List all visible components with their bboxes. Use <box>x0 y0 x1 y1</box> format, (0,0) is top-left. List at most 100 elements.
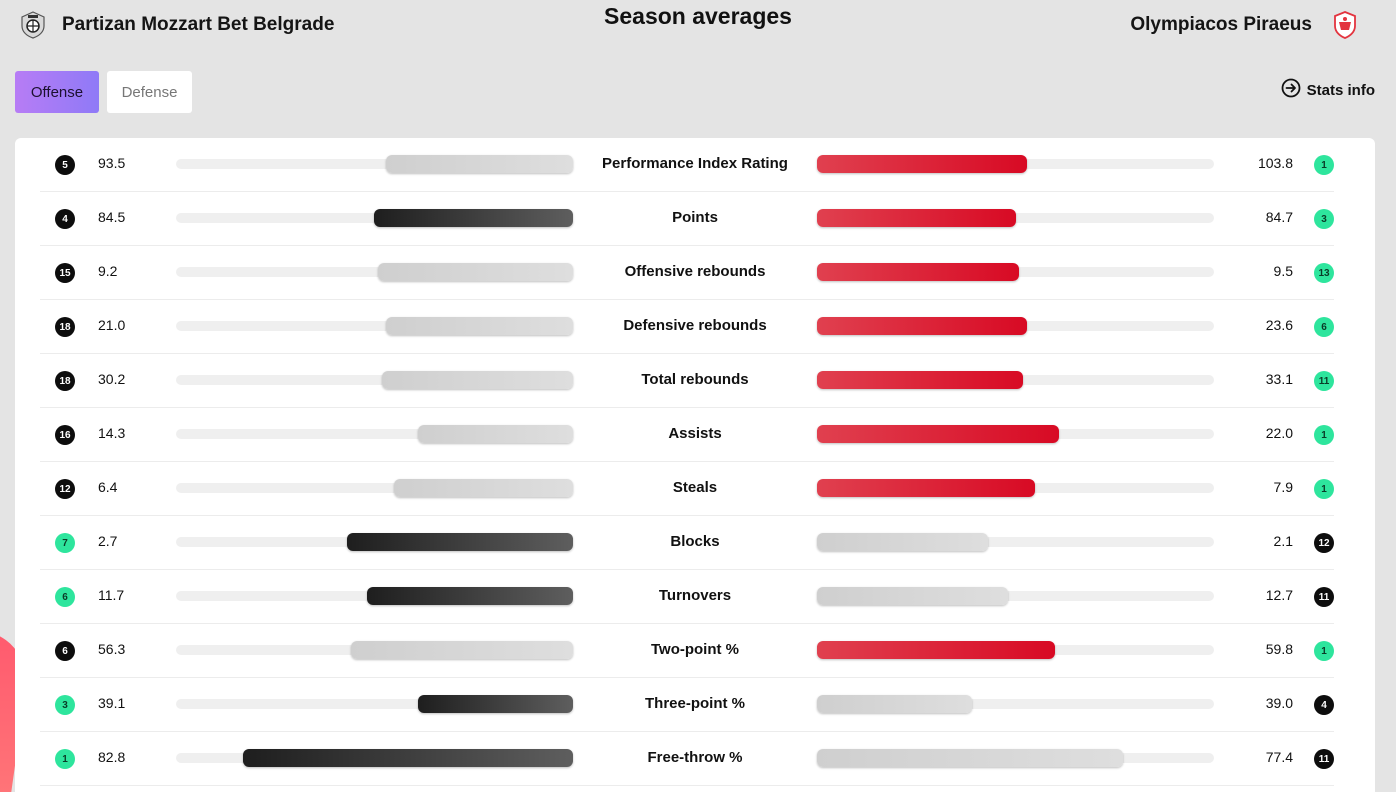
away-rank-badge: 4 <box>1314 695 1334 715</box>
away-bar-track <box>817 537 1214 547</box>
stat-label: Blocks <box>670 533 720 550</box>
stat-label: Free-throw % <box>647 749 743 766</box>
stat-label: Offensive rebounds <box>624 263 766 280</box>
away-stat-bar <box>817 371 1023 389</box>
tab-offense[interactable]: Offense <box>15 71 99 113</box>
away-rank-badge: 1 <box>1314 425 1334 445</box>
home-rank-badge: 6 <box>55 587 75 607</box>
away-stat-value: 7.9 <box>1273 479 1293 495</box>
home-rank-badge: 15 <box>55 263 75 283</box>
stat-row: 6 56.3 Two-point % 59.8 1 <box>40 624 1334 678</box>
home-rank-badge: 6 <box>55 641 75 661</box>
away-bar-track <box>817 699 1214 709</box>
home-stat-bar <box>418 695 573 713</box>
page-title: Season averages <box>604 3 792 29</box>
home-stat-bar <box>374 209 573 227</box>
stat-label: Points <box>672 209 718 226</box>
away-stat-value: 22.0 <box>1265 425 1293 441</box>
home-rank-badge: 4 <box>55 209 75 229</box>
home-bar-track <box>176 267 573 277</box>
stat-row: 4 84.5 Points 84.7 3 <box>40 192 1334 246</box>
away-rank-badge: 1 <box>1314 641 1334 661</box>
stat-label: Assists <box>668 425 722 442</box>
home-team-name: Partizan Mozzart Bet Belgrade <box>62 14 335 35</box>
stats-info-button[interactable]: Stats info <box>1281 78 1375 103</box>
stat-row: 18 21.0 Defensive rebounds 23.6 6 <box>40 300 1334 354</box>
away-stat-bar <box>817 641 1055 659</box>
stat-row: 6 11.7 Turnovers 12.7 11 <box>40 570 1334 624</box>
away-rank-badge: 11 <box>1314 587 1334 607</box>
away-stat-bar <box>817 425 1059 443</box>
home-stat-bar <box>378 263 573 281</box>
away-stat-bar <box>817 155 1027 173</box>
home-stat-value: 39.1 <box>98 695 126 711</box>
olympiacos-crest-icon <box>1330 10 1360 40</box>
away-rank-badge: 1 <box>1314 155 1334 175</box>
home-rank-badge: 5 <box>55 155 75 175</box>
away-stat-bar <box>817 533 988 551</box>
home-rank-badge: 16 <box>55 425 75 445</box>
home-bar-track <box>176 321 573 331</box>
stats-info-label: Stats info <box>1306 82 1375 99</box>
home-stat-bar <box>386 155 573 173</box>
stat-label: Two-point % <box>650 641 740 658</box>
stat-row: 1 82.8 Free-throw % 77.4 11 <box>40 732 1334 786</box>
home-stat-bar <box>418 425 573 443</box>
away-stat-value: 59.8 <box>1265 641 1293 657</box>
home-stat-value: 11.7 <box>98 587 125 603</box>
away-stat-value: 9.5 <box>1273 263 1293 279</box>
header: Partizan Mozzart Bet Belgrade Season ave… <box>0 0 1396 60</box>
home-bar-track <box>176 429 573 439</box>
home-stat-bar <box>394 479 573 497</box>
home-rank-badge: 12 <box>55 479 75 499</box>
away-rank-badge: 6 <box>1314 317 1334 337</box>
away-stat-bar <box>817 263 1019 281</box>
home-bar-track <box>176 375 573 385</box>
stat-row: 16 14.3 Assists 22.0 1 <box>40 408 1334 462</box>
away-stat-value: 2.1 <box>1273 533 1293 549</box>
stat-row: 15 9.2 Offensive rebounds 9.5 13 <box>40 246 1334 300</box>
home-rank-badge: 3 <box>55 695 75 715</box>
away-stat-value: 39.0 <box>1265 695 1293 711</box>
home-stat-value: 9.2 <box>98 263 118 279</box>
tab-defense[interactable]: Defense <box>107 71 192 113</box>
away-stat-bar <box>817 749 1123 767</box>
home-bar-track <box>176 159 573 169</box>
arrow-circle-right-icon <box>1281 78 1301 103</box>
home-stat-value: 82.8 <box>98 749 126 765</box>
home-stat-value: 2.7 <box>98 533 118 549</box>
stat-label: Steals <box>672 479 718 496</box>
away-stat-bar <box>817 695 972 713</box>
away-rank-badge: 11 <box>1314 749 1334 769</box>
stat-row: 5 93.5 Performance Index Rating 103.8 1 <box>40 138 1334 192</box>
home-stat-value: 93.5 <box>98 155 126 171</box>
home-stat-bar <box>351 641 573 659</box>
home-bar-track <box>176 699 573 709</box>
away-rank-badge: 11 <box>1314 371 1334 391</box>
stats-panel: 5 93.5 Performance Index Rating 103.8 1 4 84.5… <box>15 138 1375 792</box>
stat-label: Performance Index Rating <box>602 155 788 172</box>
away-stat-bar <box>817 587 1008 605</box>
away-stat-value: 77.4 <box>1265 749 1293 765</box>
home-stat-bar <box>382 371 573 389</box>
away-stat-value: 103.8 <box>1257 155 1293 171</box>
home-rank-badge: 18 <box>55 317 75 337</box>
stat-row: 18 30.2 Total rebounds 33.1 11 <box>40 354 1334 408</box>
away-stat-value: 84.7 <box>1265 209 1293 225</box>
home-stat-bar <box>243 749 573 767</box>
stat-row: 3 39.1 Three-point % 39.0 4 <box>40 678 1334 732</box>
home-team[interactable]: Partizan Mozzart Bet Belgrade <box>18 10 334 40</box>
away-team[interactable]: Olympiacos Piraeus <box>1130 10 1360 40</box>
home-rank-badge: 7 <box>55 533 75 553</box>
partizan-crest-icon <box>18 10 48 40</box>
home-rank-badge: 1 <box>55 749 75 769</box>
away-stat-bar <box>817 479 1035 497</box>
home-stat-value: 6.4 <box>98 479 118 495</box>
away-bar-track <box>817 591 1214 601</box>
away-stat-bar <box>817 317 1027 335</box>
stat-label: Turnovers <box>658 587 732 604</box>
away-stat-value: 33.1 <box>1265 371 1293 387</box>
away-stat-bar <box>817 209 1016 227</box>
stat-label: Three-point % <box>645 695 745 712</box>
home-stat-bar <box>367 587 573 605</box>
